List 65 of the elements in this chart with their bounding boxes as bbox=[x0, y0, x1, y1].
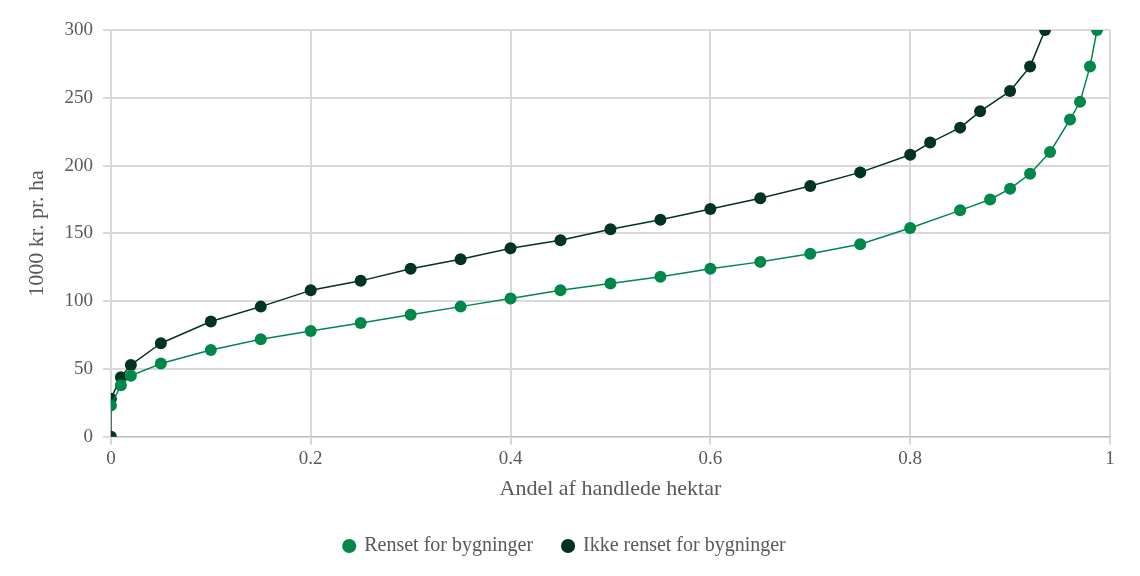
legend-label: Ikke renset for bygninger bbox=[583, 533, 787, 557]
point bbox=[354, 274, 367, 287]
point bbox=[904, 148, 917, 161]
point bbox=[454, 300, 467, 313]
x-tick-label: 0 bbox=[106, 447, 116, 469]
x-axis-title: Andel af handlede hektar bbox=[499, 474, 722, 500]
y-tick-label: 150 bbox=[64, 221, 93, 243]
y-tick-label: 100 bbox=[64, 289, 93, 311]
y-tick-label: 200 bbox=[64, 153, 93, 175]
point bbox=[974, 105, 987, 118]
point bbox=[1064, 113, 1077, 126]
point bbox=[904, 221, 917, 234]
point bbox=[604, 277, 617, 290]
point bbox=[924, 136, 937, 149]
point bbox=[454, 253, 467, 266]
point bbox=[954, 121, 967, 134]
point bbox=[204, 344, 217, 357]
point bbox=[354, 316, 367, 329]
y-tick-label: 50 bbox=[73, 356, 93, 378]
point bbox=[754, 192, 767, 205]
x-tick-label: 1 bbox=[1105, 447, 1115, 469]
point bbox=[654, 270, 667, 283]
point bbox=[804, 247, 817, 260]
point bbox=[114, 379, 127, 392]
point bbox=[804, 179, 817, 192]
point bbox=[204, 315, 217, 328]
point bbox=[1024, 60, 1037, 73]
point bbox=[554, 284, 567, 297]
point bbox=[154, 337, 167, 350]
point bbox=[304, 284, 317, 297]
y-tick-label: 250 bbox=[64, 85, 93, 107]
point bbox=[854, 238, 867, 251]
point bbox=[404, 262, 417, 275]
point bbox=[124, 358, 137, 371]
point bbox=[854, 166, 867, 179]
point bbox=[124, 369, 137, 382]
point bbox=[1024, 167, 1037, 180]
x-tick-label: 0.2 bbox=[298, 447, 323, 469]
y-tick-label: 300 bbox=[64, 17, 93, 39]
point bbox=[984, 193, 997, 206]
point bbox=[154, 357, 167, 370]
legend-label: Renset for bygninger bbox=[364, 533, 534, 557]
point bbox=[1044, 146, 1057, 159]
point bbox=[504, 292, 517, 305]
point bbox=[654, 213, 667, 226]
point bbox=[304, 325, 317, 338]
y-tick-label: 0 bbox=[83, 424, 93, 446]
point bbox=[754, 255, 767, 268]
point bbox=[1084, 60, 1097, 73]
point bbox=[1004, 182, 1017, 195]
point bbox=[604, 223, 617, 236]
point bbox=[404, 308, 417, 321]
y-axis-title: 1000 kr. pr. ha bbox=[22, 169, 48, 297]
point bbox=[954, 204, 967, 217]
point bbox=[704, 202, 717, 215]
point bbox=[1004, 85, 1017, 98]
x-tick-label: 0.8 bbox=[898, 447, 923, 469]
x-tick-label: 0.4 bbox=[498, 447, 523, 469]
x-tick-label: 0.6 bbox=[698, 447, 723, 469]
point bbox=[704, 262, 717, 275]
point bbox=[504, 242, 517, 255]
point bbox=[254, 333, 267, 346]
point bbox=[254, 300, 267, 313]
point bbox=[554, 234, 567, 247]
point bbox=[1074, 95, 1087, 108]
